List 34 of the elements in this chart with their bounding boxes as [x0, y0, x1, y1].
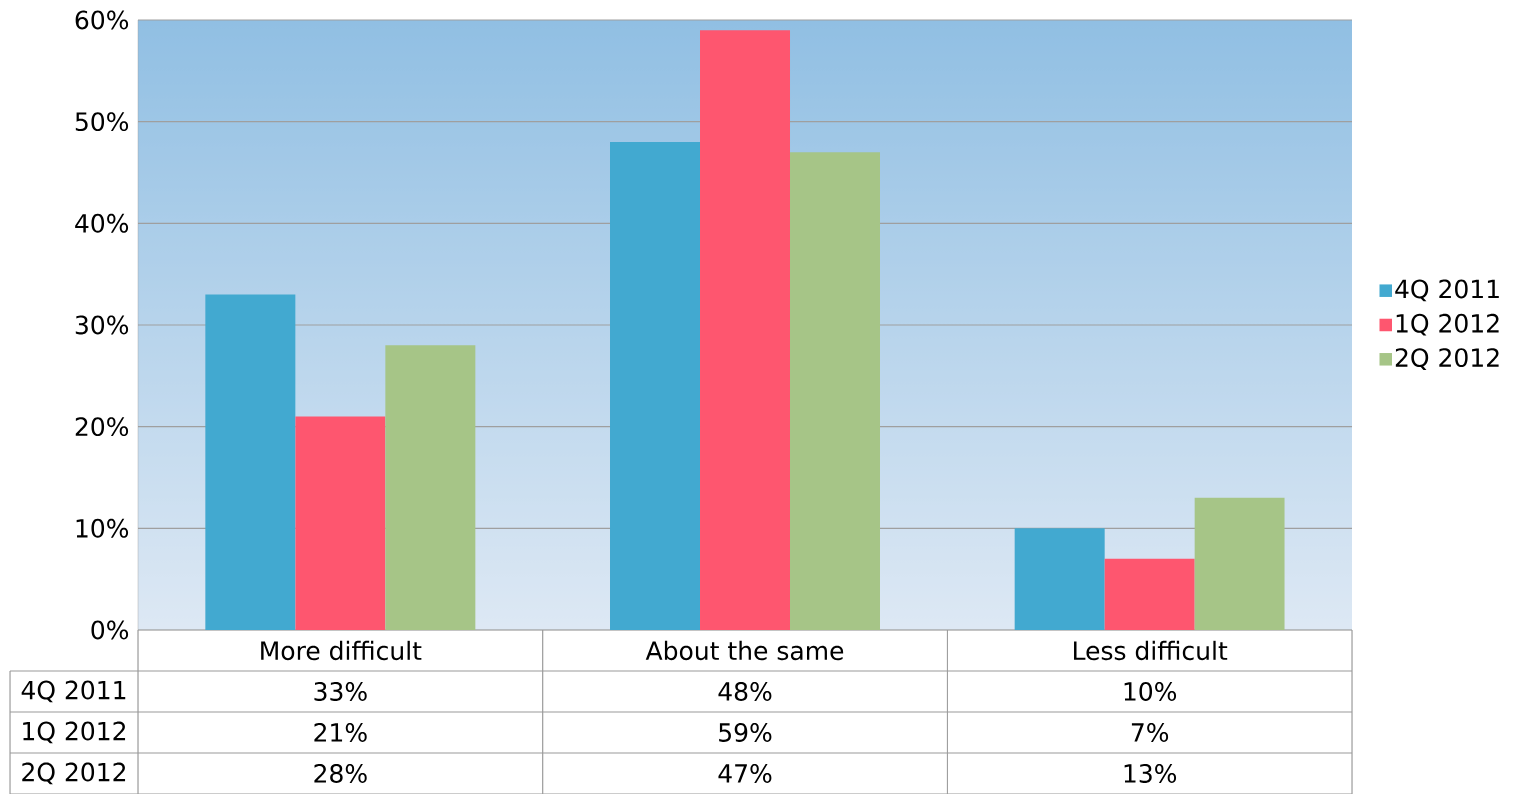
bar	[700, 30, 790, 630]
bar	[205, 294, 296, 630]
bar	[1014, 528, 1105, 630]
bar	[790, 152, 880, 630]
data-label: 47%	[718, 764, 772, 783]
y-tick-label: 20%	[75, 417, 129, 437]
y-tick-label: 10%	[76, 518, 129, 538]
bar	[295, 416, 386, 630]
y-tick-label: 50%	[75, 112, 129, 132]
data-label: 48%	[718, 682, 772, 701]
data-label: 21%	[314, 723, 367, 742]
bar	[610, 141, 701, 630]
bar	[385, 345, 476, 630]
y-tick-label: 0%	[91, 620, 129, 640]
bar	[1104, 558, 1195, 630]
x-tick-label: Less difficult	[1074, 640, 1228, 661]
y-tick-label: 30%	[75, 315, 129, 335]
text: 1Q 2012	[23, 721, 126, 744]
y-tick-label: 40%	[75, 213, 129, 233]
data-label: 10%	[1124, 682, 1177, 701]
text: 2Q 2012	[22, 762, 126, 785]
x-tick-label: More difficult	[261, 640, 422, 661]
data-label: 13%	[1124, 764, 1177, 783]
data-label: 28%	[314, 764, 367, 783]
text: 4Q 2011	[21, 680, 126, 703]
legend-label: 2Q 2012	[1395, 348, 1499, 370]
legend-label: 4Q 2011	[1395, 279, 1499, 302]
bar	[1194, 497, 1285, 630]
data-label: 7%	[1131, 723, 1169, 742]
data-label: 33%	[314, 682, 367, 701]
x-tick-label: About the same	[645, 640, 844, 661]
data-label: 59%	[719, 723, 772, 742]
y-tick-label: 60%	[75, 10, 129, 30]
legend-label: 1Q 2012	[1396, 313, 1499, 336]
